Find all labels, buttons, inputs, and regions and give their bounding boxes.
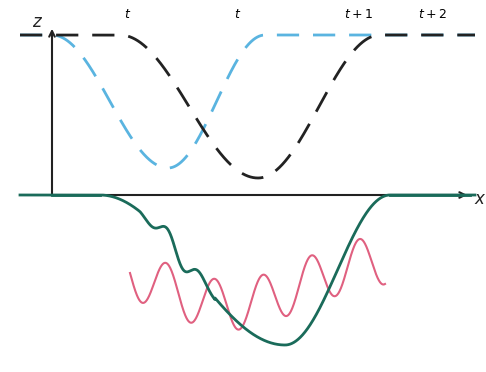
Text: $t+2$: $t+2$ — [417, 8, 447, 21]
Text: $t$: $t$ — [234, 8, 242, 21]
Text: $t$: $t$ — [124, 8, 132, 21]
Text: $t+1$: $t+1$ — [344, 8, 372, 21]
Text: $z$: $z$ — [33, 13, 44, 31]
Text: $x$: $x$ — [474, 190, 486, 208]
